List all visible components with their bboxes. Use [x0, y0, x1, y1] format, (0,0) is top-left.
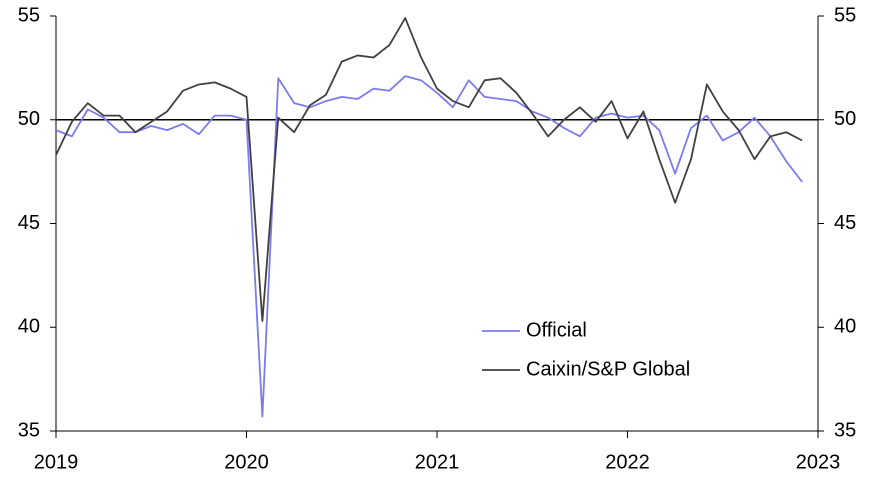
y-tick-label: 55 [18, 4, 40, 26]
x-tick-label: 2019 [34, 451, 79, 473]
x-tick-label: 2021 [415, 451, 460, 473]
y2-tick-label: 55 [834, 4, 856, 26]
legend-label: Caixin/S&P Global [526, 358, 690, 380]
y2-tick-label: 40 [834, 316, 856, 338]
x-tick-label: 2023 [796, 451, 841, 473]
y-tick-label: 40 [18, 316, 40, 338]
y2-tick-label: 35 [834, 419, 856, 441]
y-tick-label: 45 [18, 212, 40, 234]
series-line [55, 17, 803, 322]
series-line [55, 75, 803, 418]
x-tick-label: 2022 [605, 451, 650, 473]
y2-tick-label: 50 [834, 108, 856, 130]
y-tick-label: 35 [18, 419, 40, 441]
legend-label: Official [526, 319, 587, 341]
x-tick-label: 2020 [224, 451, 269, 473]
y-tick-label: 50 [18, 108, 40, 130]
y2-tick-label: 45 [834, 212, 856, 234]
